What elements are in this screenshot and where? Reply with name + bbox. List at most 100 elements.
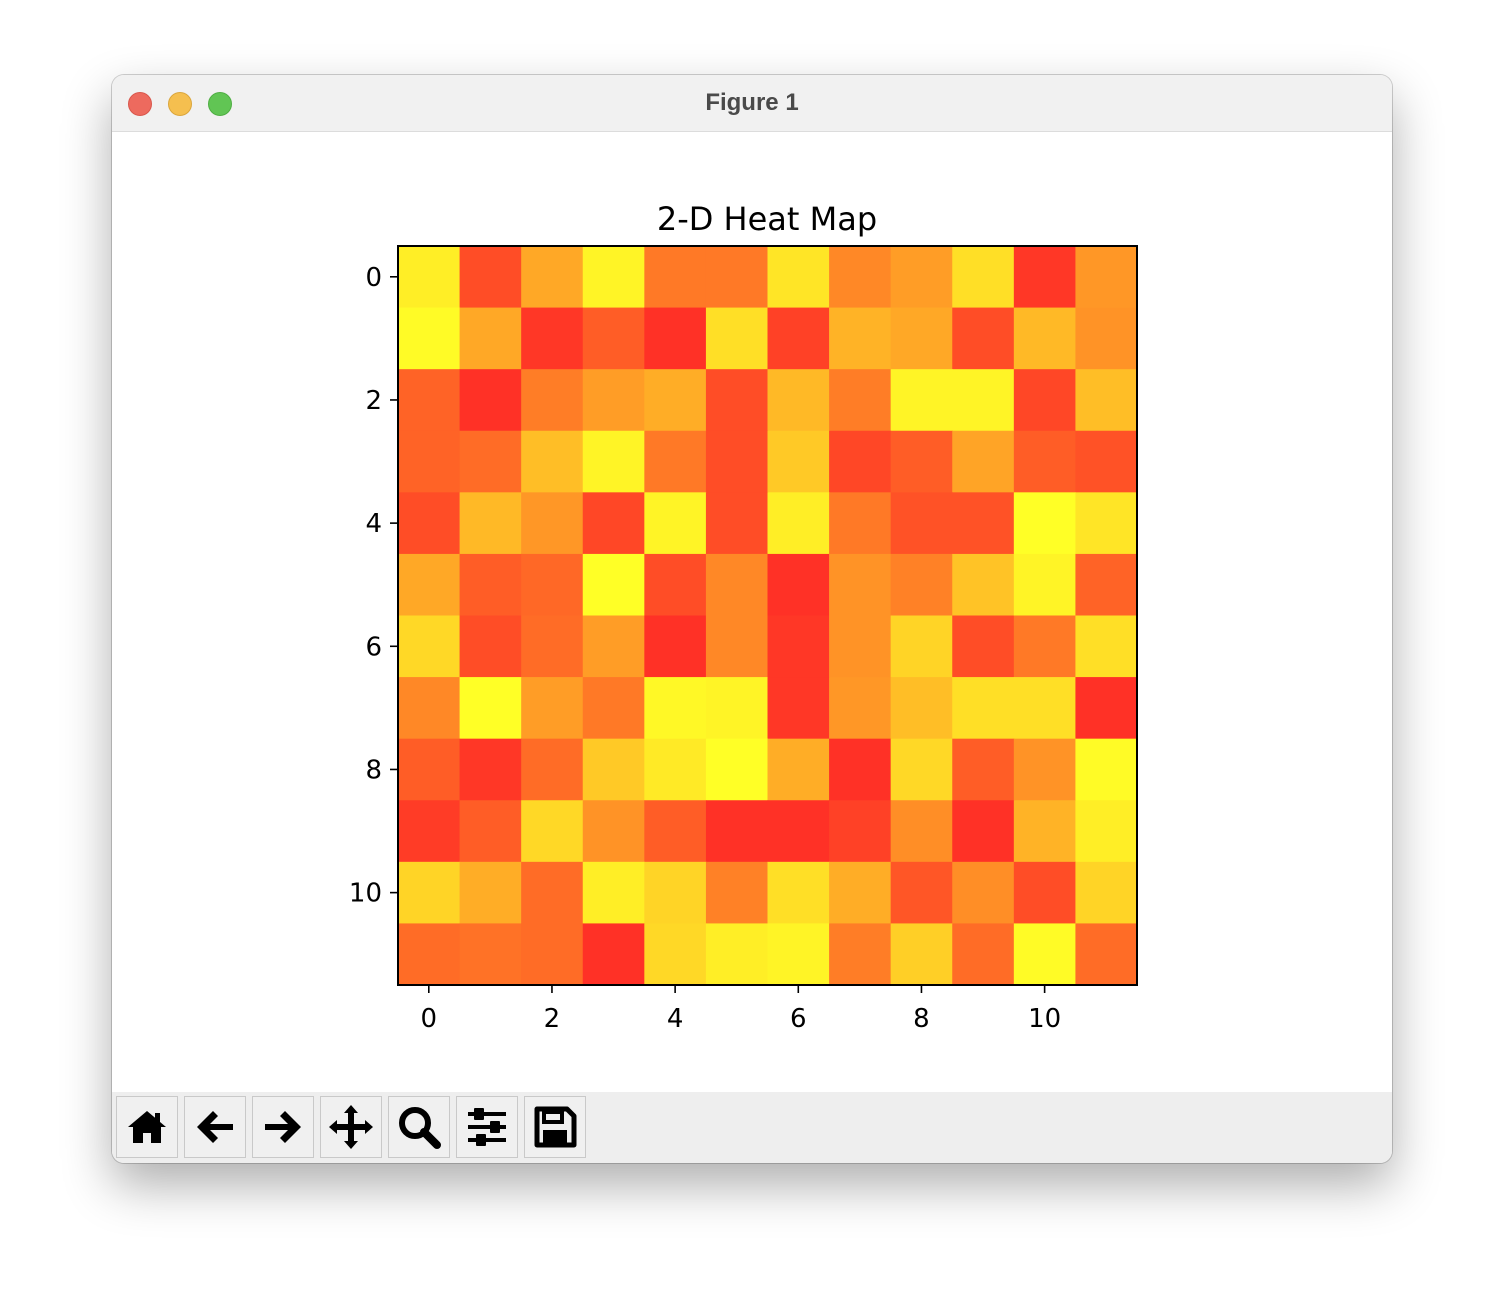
- heatmap-cell: [459, 677, 522, 740]
- heatmap-cell: [398, 923, 461, 986]
- heatmap-cell: [767, 800, 830, 863]
- heatmap-cell: [952, 492, 1015, 555]
- heatmap-cell: [521, 430, 584, 493]
- heatmap-cell: [705, 923, 769, 986]
- heatmap-cell: [582, 615, 645, 678]
- heatmap-cell: [705, 800, 769, 863]
- heatmap-cell: [1075, 738, 1138, 801]
- heatmap-cell: [1075, 923, 1138, 986]
- heatmap-cell: [705, 738, 769, 801]
- x-tick-label: 4: [667, 1004, 684, 1034]
- heatmap-cell: [582, 800, 645, 863]
- heatmap-cell: [582, 307, 645, 370]
- heatmap-cell: [952, 677, 1015, 740]
- configure-subplots-button[interactable]: [456, 1096, 518, 1158]
- heatmap-cell: [952, 369, 1015, 432]
- heatmap-cell: [644, 800, 707, 863]
- heatmap-cell: [398, 307, 461, 370]
- window-title: Figure 1: [705, 89, 799, 116]
- heatmap-cell: [767, 246, 830, 309]
- heatmap-cells: [398, 246, 1138, 986]
- heatmap-cell: [521, 738, 584, 801]
- heatmap-cell: [705, 861, 769, 925]
- heatmap-cell: [1075, 492, 1138, 555]
- heatmap-cell: [767, 861, 830, 925]
- heatmap-cell: [952, 738, 1015, 801]
- heatmap-cell: [1075, 369, 1138, 432]
- heatmap-cell: [459, 430, 522, 493]
- heatmap-chart: 2-D Heat Map 0 2 4 6 8 10 0 2 4 6 8 10: [349, 200, 1138, 1034]
- heatmap-cell: [829, 553, 892, 617]
- heatmap-cell: [952, 246, 1015, 309]
- heatmap-cell: [1013, 861, 1077, 925]
- heatmap-cell: [829, 492, 892, 555]
- heatmap-cell: [398, 430, 461, 493]
- heatmap-cell: [1013, 677, 1077, 740]
- heatmap-cell: [459, 553, 522, 617]
- heatmap-cell: [829, 861, 892, 925]
- heatmap-cell: [705, 369, 769, 432]
- heatmap-cell: [1013, 738, 1077, 801]
- heatmap-cell: [1075, 800, 1138, 863]
- heatmap-cell: [398, 861, 461, 925]
- minimize-window-button[interactable]: [168, 92, 192, 116]
- save-button[interactable]: [524, 1096, 586, 1158]
- heatmap-cell: [459, 307, 522, 370]
- figure-canvas[interactable]: 2-D Heat Map 0 2 4 6 8 10 0 2 4 6 8 10: [112, 132, 1392, 1092]
- heatmap-cell: [582, 492, 645, 555]
- heatmap-cell: [398, 369, 461, 432]
- heatmap-cell: [644, 369, 707, 432]
- y-tick-label: 4: [365, 509, 382, 539]
- forward-button[interactable]: [252, 1096, 314, 1158]
- heatmap-cell: [521, 677, 584, 740]
- heatmap-cell: [952, 923, 1015, 986]
- heatmap-cell: [767, 923, 830, 986]
- heatmap-cell: [459, 923, 522, 986]
- heatmap-cell: [644, 430, 707, 493]
- heatmap-cell: [952, 800, 1015, 863]
- heatmap-cell: [705, 430, 769, 493]
- heatmap-cell: [829, 677, 892, 740]
- heatmap-cell: [767, 369, 830, 432]
- heatmap-cell: [644, 615, 707, 678]
- heatmap-cell: [521, 369, 584, 432]
- heatmap-cell: [1013, 246, 1077, 309]
- floppy-disk-icon: [534, 1106, 577, 1148]
- zoom-button[interactable]: [388, 1096, 450, 1158]
- heatmap-cell: [890, 553, 953, 617]
- close-window-button[interactable]: [128, 92, 152, 116]
- heatmap-cell: [952, 430, 1015, 493]
- heatmap-cell: [705, 615, 769, 678]
- arrow-right-icon: [265, 1111, 301, 1143]
- heatmap-cell: [1075, 430, 1138, 493]
- back-button[interactable]: [184, 1096, 246, 1158]
- heatmap-cell: [767, 738, 830, 801]
- heatmap-cell: [459, 861, 522, 925]
- heatmap-cell: [398, 738, 461, 801]
- pan-button[interactable]: [320, 1096, 382, 1158]
- heatmap-cell: [890, 861, 953, 925]
- heatmap-cell: [890, 677, 953, 740]
- heatmap-cell: [1075, 307, 1138, 370]
- heatmap-cell: [459, 246, 522, 309]
- heatmap-cell: [890, 307, 953, 370]
- heatmap-cell: [1013, 369, 1077, 432]
- heatmap-cell: [582, 246, 645, 309]
- y-tick-label: 0: [365, 263, 382, 293]
- heatmap-cell: [705, 677, 769, 740]
- chart-title: 2-D Heat Map: [657, 200, 877, 238]
- heatmap-cell: [829, 800, 892, 863]
- heatmap-cell: [582, 677, 645, 740]
- maximize-window-button[interactable]: [208, 92, 232, 116]
- heatmap-cell: [521, 307, 584, 370]
- heatmap-cell: [582, 738, 645, 801]
- heatmap-cell: [521, 246, 584, 309]
- home-button[interactable]: [116, 1096, 178, 1158]
- y-tick-label: 8: [365, 755, 382, 785]
- heatmap-cell: [1013, 307, 1077, 370]
- heatmap-cell: [890, 430, 953, 493]
- heatmap-cell: [1075, 861, 1138, 925]
- heatmap-cell: [644, 553, 707, 617]
- heatmap-cell: [890, 492, 953, 555]
- heatmap-cell: [459, 615, 522, 678]
